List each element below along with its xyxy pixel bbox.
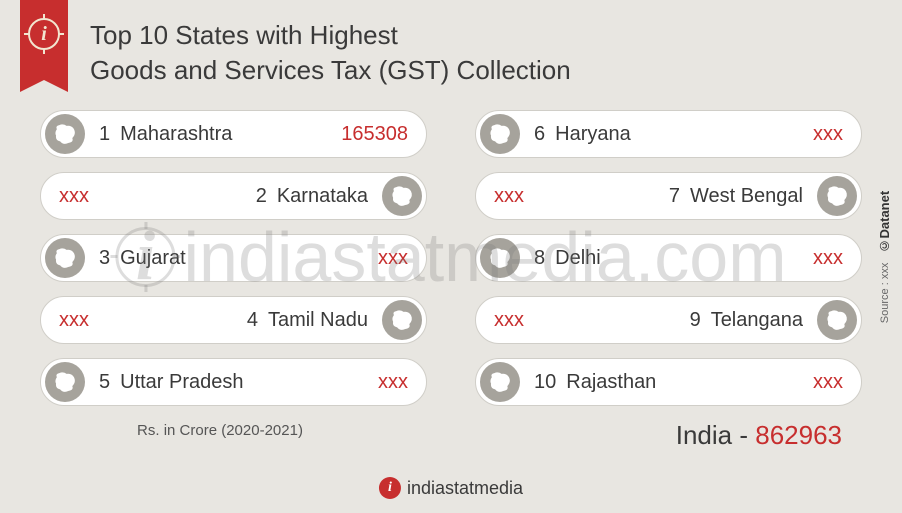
footer-brand: indiastatmedia — [407, 478, 523, 499]
state-map-icon — [382, 176, 422, 216]
state-row: 6 Haryana xxx — [475, 110, 862, 158]
side-brand: ©Datanet — [877, 190, 892, 253]
state-rank: 5 — [99, 371, 110, 394]
state-map-icon — [45, 238, 85, 278]
state-row: 4 Tamil Nadu xxx — [40, 296, 427, 344]
state-value: xxx — [59, 185, 89, 208]
state-row: 8 Delhi xxx — [475, 234, 862, 282]
state-row: 7 West Bengal xxx — [475, 172, 862, 220]
state-value: 165308 — [341, 123, 408, 146]
state-row: 2 Karnataka xxx — [40, 172, 427, 220]
state-rank: 6 — [534, 123, 545, 146]
state-name: Uttar Pradesh — [120, 371, 243, 394]
country-total: India - 862963 — [676, 420, 842, 451]
state-value: xxx — [813, 247, 843, 270]
page-title: Top 10 States with Highest Goods and Ser… — [90, 18, 571, 88]
state-name: Telangana — [711, 309, 803, 332]
state-row: 9 Telangana xxx — [475, 296, 862, 344]
state-rank: 1 — [99, 123, 110, 146]
state-name: West Bengal — [690, 185, 803, 208]
state-map-icon — [480, 362, 520, 402]
state-name: Karnataka — [277, 185, 368, 208]
state-map-icon — [45, 362, 85, 402]
total-sep: - — [732, 420, 755, 450]
ranking-col-1: 1 Maharashtra 165308 2 Karnataka xxx 3 Gujarat x… — [40, 110, 427, 406]
ranking-col-2: 6 Haryana xxx 7 West Bengal xxx 8 Delhi xxx 9 Tela… — [475, 110, 862, 406]
state-value: xxx — [59, 309, 89, 332]
footer-info-icon: i — [379, 477, 401, 499]
state-name: Gujarat — [120, 247, 186, 270]
state-row: 1 Maharashtra 165308 — [40, 110, 427, 158]
state-rank: 8 — [534, 247, 545, 270]
state-value: xxx — [494, 185, 524, 208]
side-source: Source : xxx — [879, 262, 891, 323]
state-rank: 10 — [534, 371, 556, 394]
unit-note: Rs. in Crore (2020-2021) — [0, 422, 440, 439]
footer-logo: i indiastatmedia — [379, 477, 523, 499]
state-name: Haryana — [555, 123, 631, 146]
state-rank: 4 — [247, 309, 258, 332]
state-map-icon — [817, 300, 857, 340]
state-rank: 9 — [690, 309, 701, 332]
state-name: Maharashtra — [120, 123, 232, 146]
total-value: 862963 — [755, 420, 842, 450]
title-line-2: Goods and Services Tax (GST) Collection — [90, 53, 571, 88]
state-row: 10 Rajasthan xxx — [475, 358, 862, 406]
state-map-icon — [480, 114, 520, 154]
state-name: Tamil Nadu — [268, 309, 368, 332]
state-value: xxx — [378, 247, 408, 270]
side-credits: Source : xxx ©Datanet — [875, 190, 896, 322]
ranking-columns: 1 Maharashtra 165308 2 Karnataka xxx 3 Gujarat x… — [40, 110, 862, 406]
state-row: 3 Gujarat xxx — [40, 234, 427, 282]
total-label: India — [676, 420, 732, 450]
state-value: xxx — [494, 309, 524, 332]
state-map-icon — [817, 176, 857, 216]
state-rank: 2 — [256, 185, 267, 208]
state-map-icon — [45, 114, 85, 154]
state-value: xxx — [378, 371, 408, 394]
state-map-icon — [382, 300, 422, 340]
state-rank: 3 — [99, 247, 110, 270]
info-icon: i — [28, 18, 60, 50]
title-line-1: Top 10 States with Highest — [90, 18, 571, 53]
state-row: 5 Uttar Pradesh xxx — [40, 358, 427, 406]
state-name: Delhi — [555, 247, 601, 270]
state-value: xxx — [813, 123, 843, 146]
state-map-icon — [480, 238, 520, 278]
state-value: xxx — [813, 371, 843, 394]
state-name: Rajasthan — [566, 371, 656, 394]
state-rank: 7 — [669, 185, 680, 208]
